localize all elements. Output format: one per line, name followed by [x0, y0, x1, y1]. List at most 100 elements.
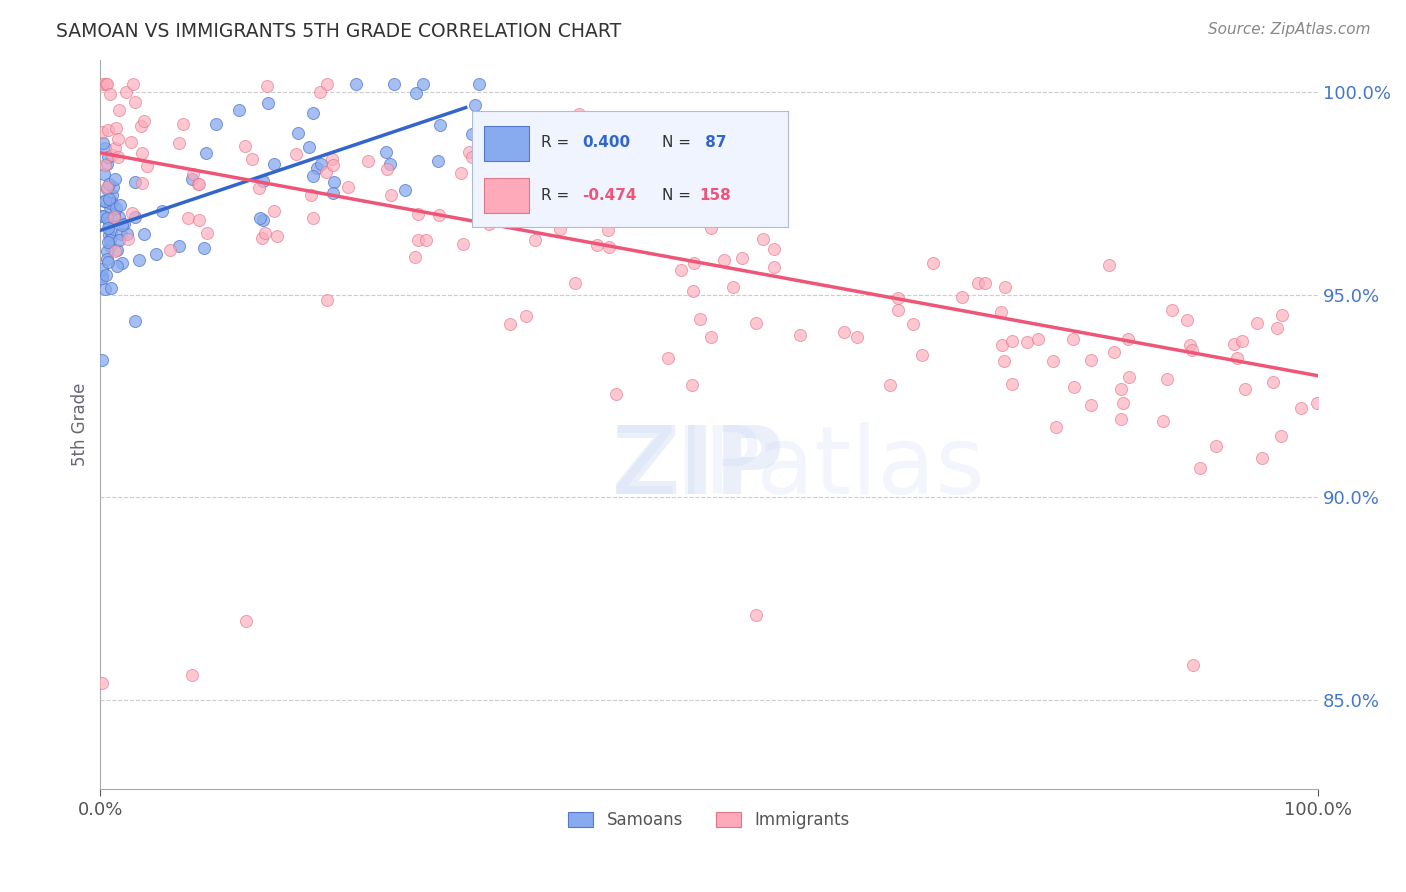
Point — [725, 212, 748, 227]
Point — [301, 105, 323, 120]
Point — [90, 271, 112, 285]
Point — [128, 252, 150, 267]
Point — [305, 161, 328, 175]
Point — [467, 77, 489, 91]
Point — [105, 259, 128, 273]
Point — [110, 227, 132, 241]
Point — [93, 167, 115, 181]
Point — [1271, 308, 1294, 322]
Point — [302, 211, 325, 226]
Point — [98, 196, 121, 211]
Point — [145, 247, 167, 261]
Point — [96, 77, 118, 91]
Point — [120, 135, 142, 149]
Point — [172, 117, 194, 131]
Point — [98, 192, 121, 206]
Point — [266, 229, 288, 244]
Point — [1265, 320, 1288, 334]
Point — [1251, 450, 1274, 465]
Point — [1152, 414, 1174, 428]
Point — [1306, 395, 1329, 409]
Point — [832, 325, 855, 339]
Point — [103, 210, 125, 224]
Point — [357, 153, 380, 168]
Point — [568, 107, 591, 121]
Point — [297, 140, 319, 154]
Text: ZIPatlas: ZIPatlas — [612, 422, 986, 514]
Point — [93, 194, 115, 208]
Point — [512, 162, 534, 177]
Point — [412, 77, 434, 91]
Point — [97, 255, 120, 269]
Point — [1205, 439, 1227, 453]
Point — [98, 201, 121, 215]
Point — [337, 179, 360, 194]
Point — [1116, 332, 1139, 346]
Point — [1223, 336, 1246, 351]
Point — [96, 180, 118, 194]
Point — [90, 209, 112, 223]
Point — [253, 226, 276, 240]
Point — [115, 227, 138, 242]
Point — [249, 211, 271, 225]
Point — [181, 668, 204, 682]
Point — [104, 244, 127, 258]
Point — [100, 187, 122, 202]
Point — [124, 211, 146, 225]
Point — [115, 85, 138, 99]
Point — [405, 87, 427, 101]
Point — [180, 172, 202, 186]
Point — [131, 176, 153, 190]
Point — [96, 252, 118, 267]
Point — [406, 207, 429, 221]
Point — [1098, 258, 1121, 272]
Point — [107, 131, 129, 145]
Point — [124, 314, 146, 328]
Point — [195, 146, 218, 161]
Point — [426, 153, 449, 168]
Point — [97, 123, 120, 137]
Point — [1062, 332, 1084, 346]
Point — [344, 77, 367, 91]
Point — [1180, 338, 1202, 352]
Point — [96, 211, 118, 225]
Point — [689, 312, 711, 326]
Point — [564, 277, 586, 291]
Point — [91, 261, 114, 276]
Point — [181, 167, 204, 181]
Point — [596, 223, 619, 237]
Y-axis label: 5th Grade: 5th Grade — [72, 383, 89, 467]
Point — [94, 194, 117, 208]
Point — [167, 136, 190, 151]
Point — [394, 183, 416, 197]
Point — [886, 291, 908, 305]
Point — [150, 203, 173, 218]
Point — [713, 253, 735, 268]
Point — [98, 216, 121, 230]
Point — [299, 188, 322, 202]
Point — [845, 330, 868, 344]
Point — [464, 98, 486, 112]
Point — [96, 244, 118, 258]
Point — [375, 161, 398, 176]
Point — [524, 233, 547, 247]
Point — [1270, 429, 1292, 443]
Point — [530, 190, 553, 204]
Point — [188, 177, 211, 191]
Point — [547, 154, 569, 169]
Point — [94, 77, 117, 91]
Point — [263, 157, 285, 171]
Point — [993, 354, 1015, 368]
Point — [1109, 382, 1132, 396]
Point — [233, 139, 256, 153]
Point — [177, 211, 200, 226]
Point — [903, 318, 925, 332]
Point — [451, 237, 474, 252]
Point — [1161, 302, 1184, 317]
Point — [322, 175, 344, 189]
Point — [302, 169, 325, 184]
Point — [990, 304, 1012, 318]
Point — [105, 120, 128, 135]
Point — [187, 178, 209, 192]
Point — [380, 187, 402, 202]
